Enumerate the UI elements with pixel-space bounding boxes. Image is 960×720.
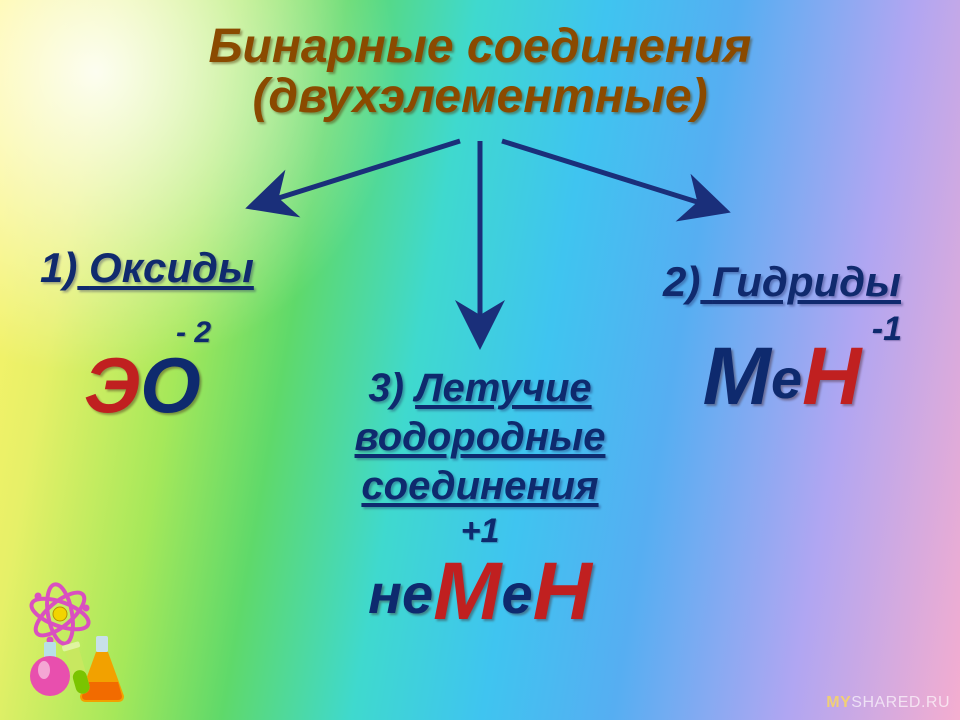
hydrides-e: е [771, 347, 802, 410]
section-3-line1: Летучие [415, 366, 592, 410]
section-volatile-hydrogen: 3) Летучие водородные соединения +1 неМе… [280, 364, 680, 639]
section-2-heading: 2) Гидриды [632, 258, 932, 306]
section-3-number: 3) [368, 366, 404, 410]
volatile-e: е [501, 562, 532, 625]
section-2-number: 2) [663, 258, 700, 306]
chemistry-icon [14, 578, 154, 708]
section-2-label: Гидриды [712, 258, 901, 305]
volatile-ne: не [368, 562, 433, 625]
volatile-letters: неМеН [280, 545, 680, 639]
section-1-heading: 1) Оксиды [40, 244, 380, 292]
section-3-line2: водородные [355, 415, 606, 459]
oxides-el-1: Э [84, 341, 140, 429]
section-3-line3: соединения [361, 464, 598, 508]
oxides-el-2: О [140, 341, 201, 429]
title-line-1: Бинарные соединения [209, 20, 752, 73]
watermark-rest: SHARED.RU [851, 694, 950, 711]
oxides-letters: ЭО [84, 340, 201, 431]
section-1-label: Оксиды [89, 244, 254, 291]
slide-title: Бинарные соединения (двухэлементные) [0, 22, 960, 123]
section-1-number: 1) [40, 244, 77, 292]
watermark: MYSHARED.RU [826, 694, 950, 712]
section-oxides: 1) Оксиды - 2 ЭО [40, 244, 380, 318]
volatile-H: Н [533, 546, 592, 637]
hydrides-H: Н [802, 331, 861, 422]
watermark-my: MY [826, 694, 851, 711]
title-line-2: (двухэлементные) [252, 70, 707, 123]
slide: Бинарные соединения (двухэлементные) 1) … [0, 0, 960, 720]
volatile-M: М [433, 546, 501, 637]
hydrides-M: М [703, 331, 771, 422]
section-3-heading: 3) Летучие водородные соединения [280, 364, 680, 510]
